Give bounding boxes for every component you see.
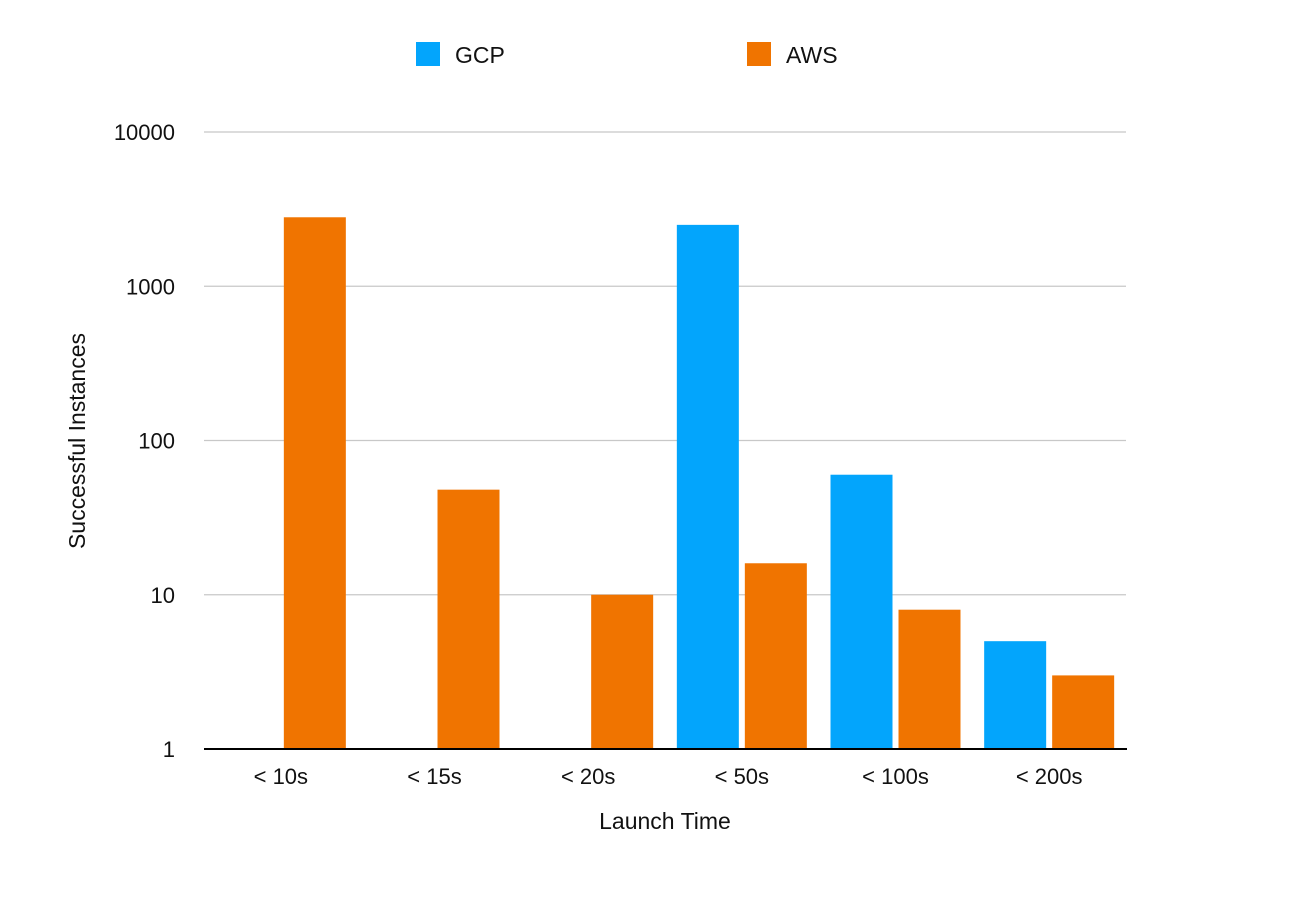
bars (283, 217, 1115, 750)
x-tick-label-20s: < 20s (561, 764, 615, 789)
y-tick-label-10000: 10000 (114, 120, 175, 145)
y-tick-label-100: 100 (138, 429, 175, 454)
x-tick-label-50s: < 50s (715, 764, 769, 789)
bar-gcp-200s (984, 641, 1047, 749)
y-tick-label-1: 1 (163, 737, 175, 762)
x-tick-label-10s: < 10s (254, 764, 308, 789)
bar-aws-200s (1052, 675, 1115, 749)
bar-aws-20s (591, 594, 654, 749)
legend-label-aws: AWS (786, 42, 838, 68)
y-tick-label-1000: 1000 (126, 274, 175, 299)
legend-label-gcp: GCP (455, 42, 505, 68)
bar-gcp-50s (676, 224, 739, 750)
gridlines (204, 131, 1126, 596)
legend: GCP AWS (416, 42, 838, 68)
bar-aws-10s (283, 217, 346, 749)
x-tick-label-15s: < 15s (407, 764, 461, 789)
x-tick-label-200s: < 200s (1016, 764, 1083, 789)
legend-swatch-gcp (416, 42, 440, 66)
bar-aws-15s (437, 489, 500, 749)
y-tick-label-10: 10 (151, 583, 175, 608)
y-axis-title: Successful Instances (64, 333, 90, 549)
bar-gcp-100s (830, 474, 893, 749)
x-axis-tick-labels: < 10s < 15s < 20s < 50s < 100s < 200s (254, 764, 1083, 789)
x-tick-label-100s: < 100s (862, 764, 929, 789)
legend-swatch-aws (747, 42, 771, 66)
y-axis-tick-labels: 1 10 100 1000 10000 (114, 120, 175, 762)
bar-aws-100s (898, 609, 961, 749)
bar-aws-50s (744, 563, 807, 749)
x-axis-title: Launch Time (599, 808, 731, 834)
